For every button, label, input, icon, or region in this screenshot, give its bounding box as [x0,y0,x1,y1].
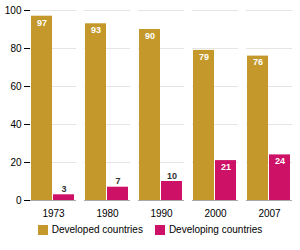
svg-text:2000: 2000 [204,208,227,219]
svg-text:24: 24 [275,156,285,166]
svg-text:7: 7 [115,176,120,186]
svg-text:2007: 2007 [258,208,281,219]
svg-text:1980: 1980 [96,208,119,219]
html-text:Developed countries: Developed countries [51,224,143,235]
svg-text:79: 79 [199,52,209,62]
svg-text:80: 80 [10,43,22,54]
svg-text:90: 90 [145,31,155,41]
html-text:Developing countries: Developing countries [168,224,263,235]
svg-text:76: 76 [253,57,263,67]
svg-text:93: 93 [91,25,101,35]
svg-text:21: 21 [221,162,231,172]
svg-text:10: 10 [167,171,177,181]
svg-text:0: 0 [16,195,22,206]
svg-text:60: 60 [10,81,22,92]
svg-text:20: 20 [10,157,22,168]
svg-text:3: 3 [61,184,66,194]
svg-text:1990: 1990 [150,208,173,219]
svg-text:100: 100 [5,5,22,16]
svg-text:1973: 1973 [42,208,65,219]
svg-text:40: 40 [10,119,22,130]
svg-text:97: 97 [37,18,47,28]
